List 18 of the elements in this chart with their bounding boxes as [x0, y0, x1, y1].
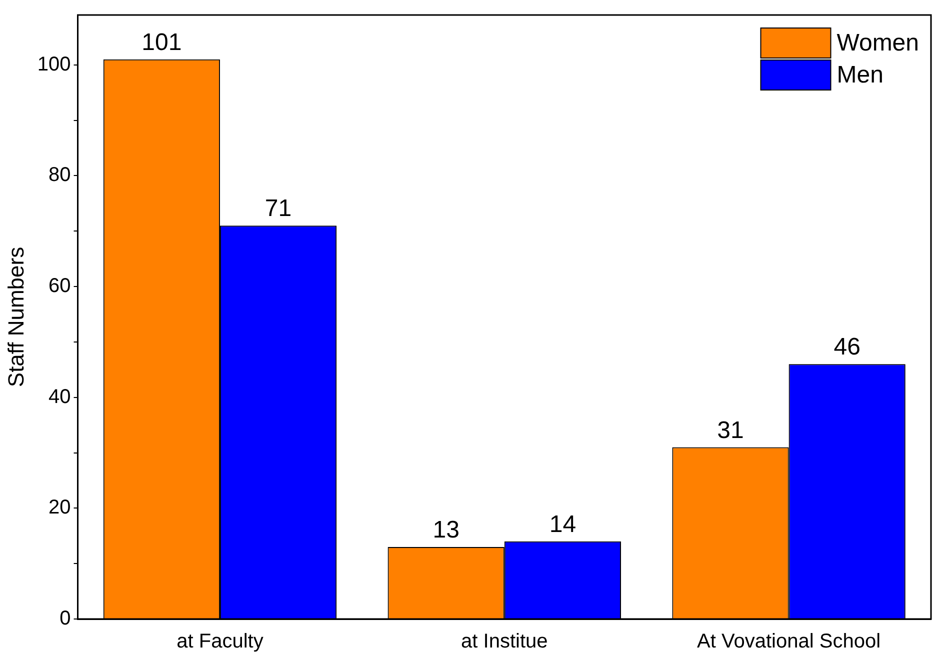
legend-label: Women — [836, 30, 920, 57]
data-label: 46 — [834, 334, 860, 361]
legend-label: Men — [836, 62, 884, 89]
y-tick-label: 40 — [48, 386, 71, 408]
y-axis-title: Staff Numbers — [3, 246, 28, 388]
data-label: 71 — [264, 195, 292, 222]
data-label: 31 — [717, 416, 744, 444]
y-tick-label: 60 — [48, 275, 71, 298]
x-tick-label: at Institue — [461, 630, 548, 653]
y-tick-label: 80 — [48, 164, 71, 186]
x-tick-label: at Faculty — [176, 630, 264, 653]
y-tick-label: 20 — [48, 496, 71, 519]
y-tick-label: 100 — [37, 53, 71, 76]
data-label: 14 — [549, 511, 576, 538]
data-label: 13 — [432, 516, 460, 544]
y-tick-label: 0 — [60, 608, 71, 630]
data-label: 101 — [142, 28, 182, 56]
x-tick-label: At Vovational School — [697, 630, 881, 653]
